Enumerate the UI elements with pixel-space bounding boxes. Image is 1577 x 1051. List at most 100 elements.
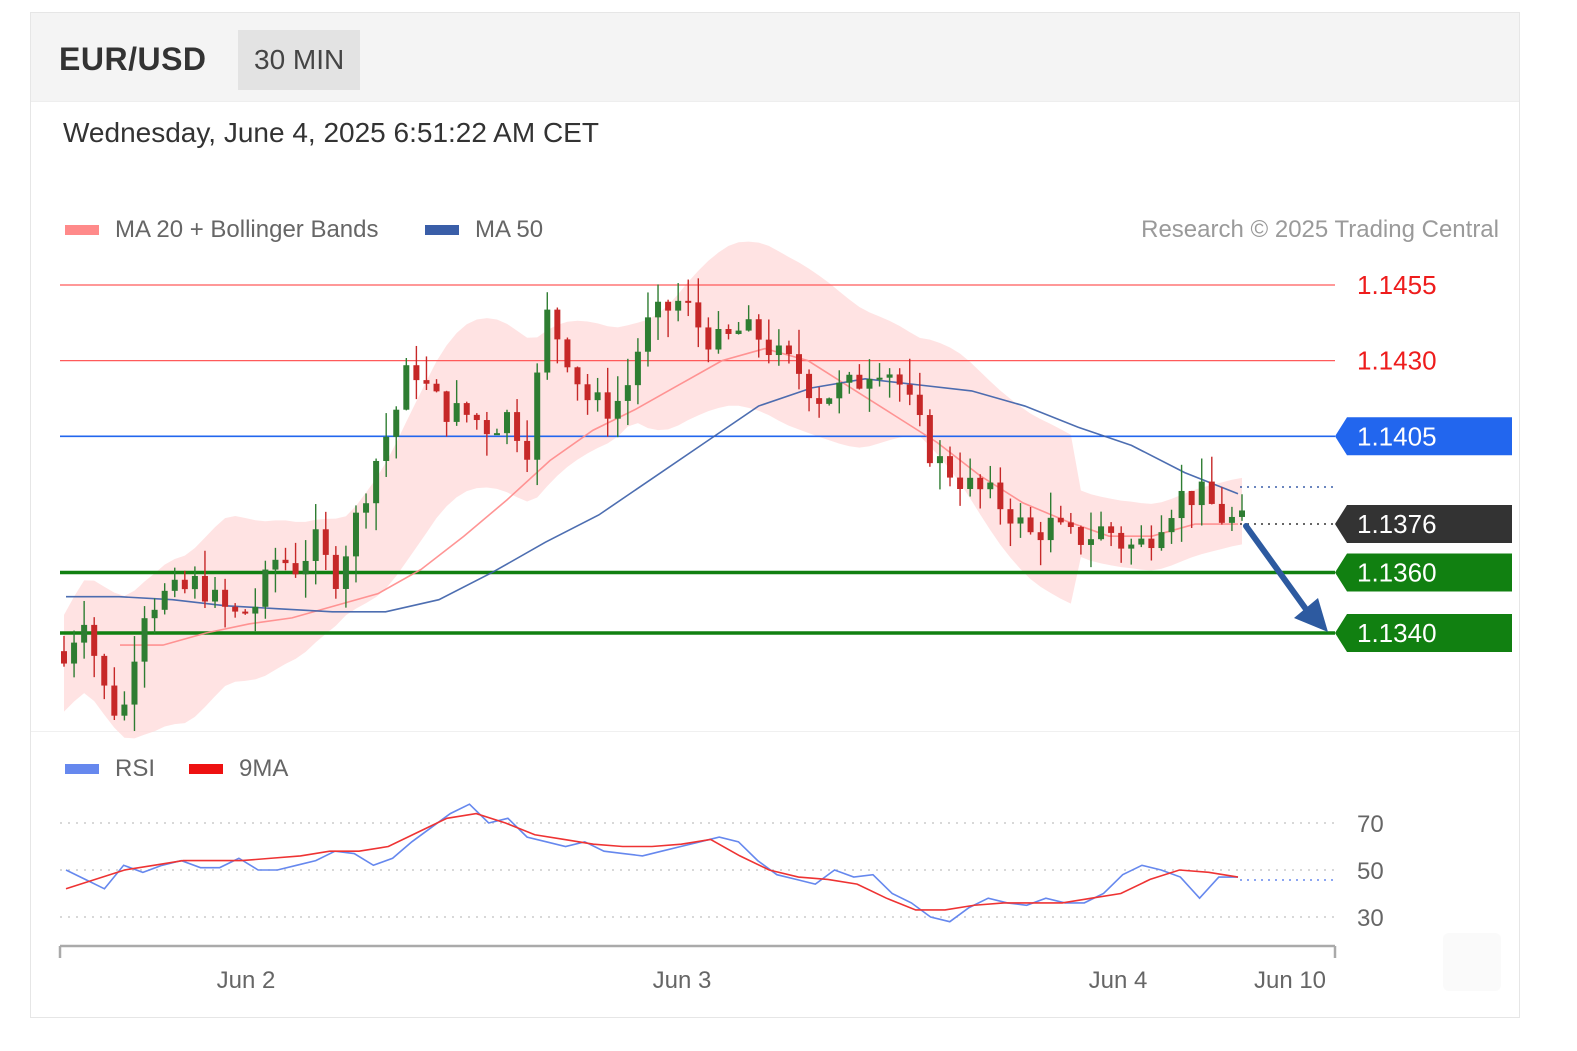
candle-body xyxy=(675,300,682,311)
candle-body xyxy=(957,477,964,490)
candle-body xyxy=(1208,481,1215,504)
timeframe-badge[interactable]: 30 MIN xyxy=(238,30,361,90)
ma50-swatch xyxy=(425,225,459,235)
level-tag-3 xyxy=(1335,505,1512,544)
candle-body xyxy=(1148,538,1155,549)
candle-body xyxy=(655,301,662,318)
candle-body xyxy=(383,436,390,461)
candle-body xyxy=(493,433,500,436)
level-label-2: 1.1405 xyxy=(1357,421,1437,451)
arrow-head xyxy=(1294,598,1328,632)
candle-body xyxy=(1087,539,1094,545)
candle-body xyxy=(1017,517,1024,524)
candle-body xyxy=(584,384,591,401)
candle-body xyxy=(413,365,420,381)
candle-body xyxy=(816,398,823,404)
candle-body xyxy=(765,339,772,356)
candle-body xyxy=(1188,490,1195,506)
candle-body xyxy=(443,391,450,422)
candle-body xyxy=(1077,527,1084,545)
x-tick-label: Jun 4 xyxy=(1089,967,1148,994)
candle-body xyxy=(101,655,108,686)
candle-body xyxy=(624,385,631,401)
candle-body xyxy=(836,382,843,399)
candle-body xyxy=(272,559,279,570)
candle-body xyxy=(473,414,480,421)
level-lines xyxy=(60,284,1335,635)
level-label-3: 1.1376 xyxy=(1357,509,1437,539)
level-tag-5 xyxy=(1335,614,1512,652)
candle-body xyxy=(604,392,611,419)
candle-body xyxy=(1007,509,1014,524)
candle-body xyxy=(1108,526,1115,533)
candle-body xyxy=(81,624,88,643)
forecast-arrow xyxy=(1243,523,1328,632)
candle-body xyxy=(665,301,672,311)
candle-body xyxy=(453,403,460,422)
candle-body xyxy=(644,317,651,352)
candle-body xyxy=(1158,532,1165,549)
x-tick-label: Jun 3 xyxy=(653,967,712,994)
candle-body xyxy=(725,328,732,334)
candle-body xyxy=(201,575,208,602)
candle-body xyxy=(262,569,269,607)
candle-body xyxy=(715,328,722,350)
candle-body xyxy=(151,609,158,619)
candle-body xyxy=(685,300,692,303)
candles xyxy=(61,278,1245,731)
candle-body xyxy=(1239,510,1245,517)
candle-body xyxy=(1198,481,1205,506)
rsi-tick-30: 30 xyxy=(1357,905,1384,932)
research-credit: Research © 2025 Trading Central xyxy=(1141,216,1499,243)
candle-body xyxy=(594,392,601,401)
level-labels: 1.1455 1.1430 1.1405 1.1376 1.1360 1.1340 xyxy=(1335,270,1512,652)
candle-body xyxy=(947,456,954,478)
candle-body xyxy=(926,415,933,464)
candle-body xyxy=(302,560,309,575)
candle-body xyxy=(504,412,511,434)
candle-body xyxy=(775,345,782,356)
candle-body xyxy=(212,589,219,602)
candle-body xyxy=(423,380,430,384)
level-label-0: 1.1455 xyxy=(1357,270,1437,300)
series-ma-20 xyxy=(120,347,1238,646)
bollinger-band xyxy=(64,241,1242,739)
candle-body xyxy=(1138,538,1145,545)
candle-body xyxy=(745,319,752,331)
candle-body xyxy=(363,503,370,513)
legend-ma20: MA 20 + Bollinger Bands xyxy=(65,216,379,244)
candle-body xyxy=(483,420,490,435)
legend-ma20-label: MA 20 + Bollinger Bands xyxy=(115,216,379,243)
candle-body xyxy=(806,373,813,399)
candle-body xyxy=(352,512,359,557)
candle-body xyxy=(534,372,541,460)
expand-button[interactable] xyxy=(1443,933,1501,991)
candle-body xyxy=(1047,517,1054,541)
candle-body xyxy=(514,412,521,441)
candle-body xyxy=(906,384,913,395)
candle-body xyxy=(614,400,621,419)
candle-body xyxy=(1118,532,1125,549)
candle-body xyxy=(795,354,802,374)
candle-body xyxy=(252,606,259,614)
legend-ma50: MA 50 xyxy=(425,216,543,244)
candle-body xyxy=(342,556,349,589)
candle-body xyxy=(332,554,339,589)
candle-body xyxy=(876,377,883,380)
candle-body xyxy=(1098,526,1105,540)
candle-body xyxy=(282,559,289,564)
candle-body xyxy=(222,589,229,607)
candle-body xyxy=(161,590,168,610)
candle-body xyxy=(554,309,561,340)
level-label-5: 1.1340 xyxy=(1357,618,1437,648)
candle-body xyxy=(121,704,128,716)
candle-body xyxy=(564,339,571,368)
candle-body xyxy=(61,651,67,664)
x-tick-label: Jun 2 xyxy=(217,967,276,994)
legend-rsi-ma: 9MA xyxy=(189,755,288,783)
candle-body xyxy=(111,685,118,716)
rsi-ma-swatch xyxy=(189,764,223,774)
candle-body xyxy=(191,575,198,590)
candle-body xyxy=(393,409,400,437)
candle-body xyxy=(131,661,138,705)
